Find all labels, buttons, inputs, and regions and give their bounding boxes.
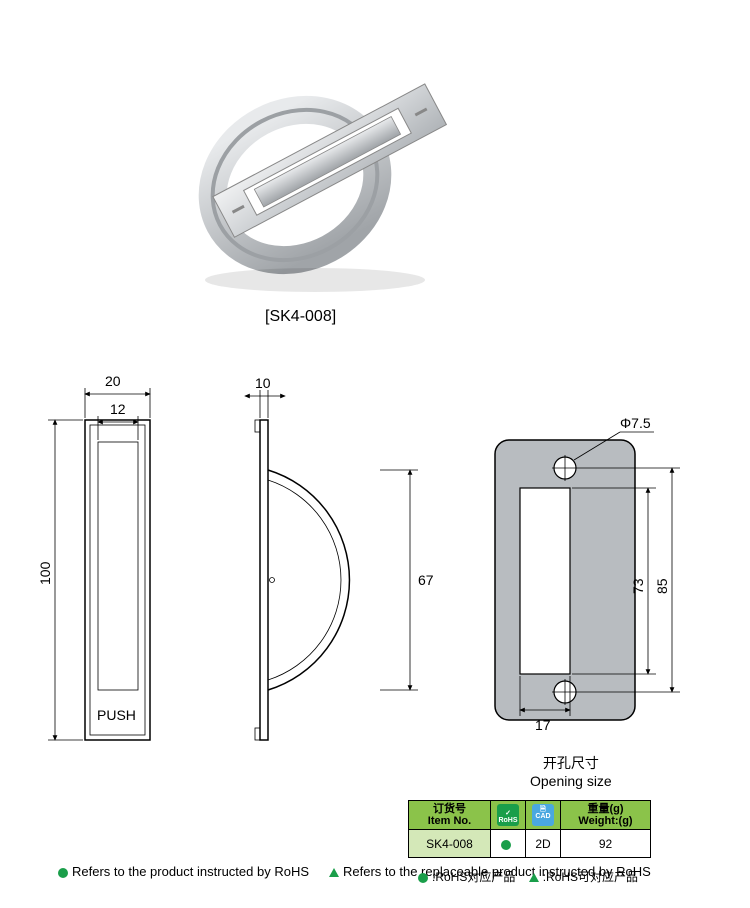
svg-text:73: 73 — [630, 578, 646, 594]
svg-text:12: 12 — [110, 401, 126, 417]
svg-text:Φ7.5: Φ7.5 — [620, 415, 651, 431]
td-weight: 92 — [561, 830, 651, 858]
th-item: 订货号 Item No. — [409, 801, 491, 830]
td-cad: 2D — [526, 830, 561, 858]
front-view: PUSH 20 12 100 — [40, 373, 150, 740]
push-text: PUSH — [97, 707, 136, 723]
svg-text:85: 85 — [654, 578, 670, 594]
svg-text:10: 10 — [255, 375, 271, 391]
svg-text:100: 100 — [40, 561, 53, 585]
svg-text:20: 20 — [105, 373, 121, 389]
product-label: [SK4-008] — [265, 308, 336, 326]
th-cad: 🗎CAD — [526, 801, 561, 830]
opening-view: Φ7.5 17 73 85 — [495, 415, 680, 733]
td-item: SK4-008 — [409, 830, 491, 858]
legend-cn: :RoHS对应产品 :RoHS可对应产品 — [418, 868, 638, 885]
cad-icon: 🗎CAD — [532, 804, 554, 826]
legend-dot-icon — [58, 868, 68, 878]
svg-text:67: 67 — [418, 572, 434, 588]
opening-size-label: 开孔尺寸 Opening size — [530, 754, 612, 790]
svg-text:17: 17 — [535, 717, 551, 733]
technical-drawings: PUSH 20 12 100 10 67 — [40, 360, 720, 760]
rohs-icon: ✓RoHS — [497, 804, 519, 826]
td-rohs — [491, 830, 526, 858]
side-view: 10 67 — [245, 375, 434, 740]
legend-triangle-icon-cn — [529, 873, 539, 882]
th-weight: 重量(g) Weight:(g) — [561, 801, 651, 830]
product-photo — [155, 30, 475, 300]
spec-table: 订货号 Item No. ✓RoHS 🗎CAD 重量(g) Weight:(g)… — [408, 800, 651, 858]
legend-triangle-icon — [329, 868, 339, 877]
th-rohs: ✓RoHS — [491, 801, 526, 830]
legend-dot-icon-cn — [418, 873, 428, 883]
rohs-dot-icon — [501, 840, 511, 850]
